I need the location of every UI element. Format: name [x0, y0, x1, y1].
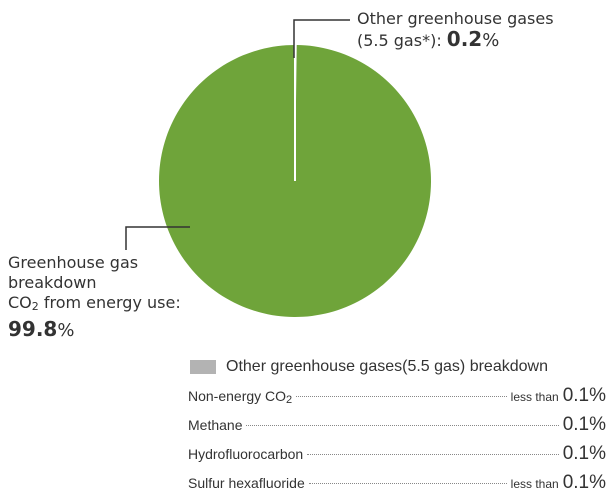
- callout-other-line2: (5.5 gas*):: [357, 31, 447, 50]
- breakdown-swatch: [190, 360, 216, 374]
- callout-co2-line3a: CO: [8, 293, 32, 312]
- pie-slices: [158, 44, 431, 318]
- breakdown-row-value: 0.1%: [562, 385, 606, 406]
- callout-co2-line1: Greenhouse gas: [8, 253, 139, 272]
- breakdown-row-name: Methane: [188, 417, 242, 433]
- breakdown-title: Other greenhouse gases(5.5 gas) breakdow…: [226, 358, 548, 375]
- callout-co2-line3sub: 2: [31, 300, 39, 313]
- callout-other-unit: %: [482, 30, 500, 51]
- leader-line-other: [293, 19, 350, 58]
- pie-slice-co2: [158, 45, 431, 318]
- breakdown-row-name-text: Sulfur hexafluoride: [188, 475, 305, 491]
- callout-co2-line2: breakdown: [8, 273, 97, 292]
- breakdown-row-value: 0.1%: [562, 414, 606, 435]
- breakdown-row-prefix: less than: [510, 477, 559, 491]
- callout-co2-line3b: from energy use:: [38, 293, 181, 312]
- breakdown-table: Other greenhouse gases(5.5 gas) breakdow…: [188, 355, 606, 501]
- breakdown-row-prefix: less than: [510, 390, 559, 404]
- breakdown-row-leader-dots: [308, 483, 507, 484]
- breakdown-row-name-text: Hydrofluorocarbon: [188, 446, 304, 462]
- breakdown-row-name-text: Methane: [188, 417, 243, 433]
- breakdown-row-value: 0.1%: [562, 472, 606, 493]
- breakdown-row: Sulfur hexafluoride less than 0.1%: [188, 472, 606, 501]
- leader-line-co2: [125, 226, 190, 250]
- breakdown-row-name: Hydrofluorocarbon: [188, 446, 303, 462]
- breakdown-row: Hydrofluorocarbon 0.1%: [188, 443, 606, 472]
- breakdown-row: Non-energy CO2 less than 0.1%: [188, 385, 606, 414]
- leader-lines: [125, 19, 350, 250]
- breakdown-row: Methane 0.1%: [188, 414, 606, 443]
- breakdown-row-leader-dots: [307, 454, 559, 455]
- callout-other-gases: Other greenhouse gases (5.5 gas*): 0.2%: [357, 9, 554, 51]
- breakdown-row-name: Non-energy CO2: [188, 388, 292, 406]
- breakdown-row-name: Sulfur hexafluoride: [188, 475, 305, 491]
- callout-co2-value: 99.8: [8, 317, 58, 341]
- callout-other-value: 0.2: [446, 27, 483, 51]
- breakdown-row-name-sub: 2: [286, 394, 293, 406]
- breakdown-row-leader-dots: [246, 425, 559, 426]
- breakdown-row-value: 0.1%: [562, 443, 606, 464]
- breakdown-row-leader-dots: [296, 396, 507, 397]
- callout-co2: Greenhouse gas breakdown CO2 from energy…: [8, 253, 268, 341]
- callout-other-line1: Other greenhouse gases: [357, 9, 554, 28]
- breakdown-header: Other greenhouse gases(5.5 gas) breakdow…: [188, 355, 606, 379]
- callout-co2-unit: %: [57, 320, 75, 341]
- breakdown-rows: Non-energy CO2 less than 0.1% Methane 0.1% Hy…: [188, 385, 606, 501]
- breakdown-row-name-text: Non-energy CO: [188, 388, 287, 404]
